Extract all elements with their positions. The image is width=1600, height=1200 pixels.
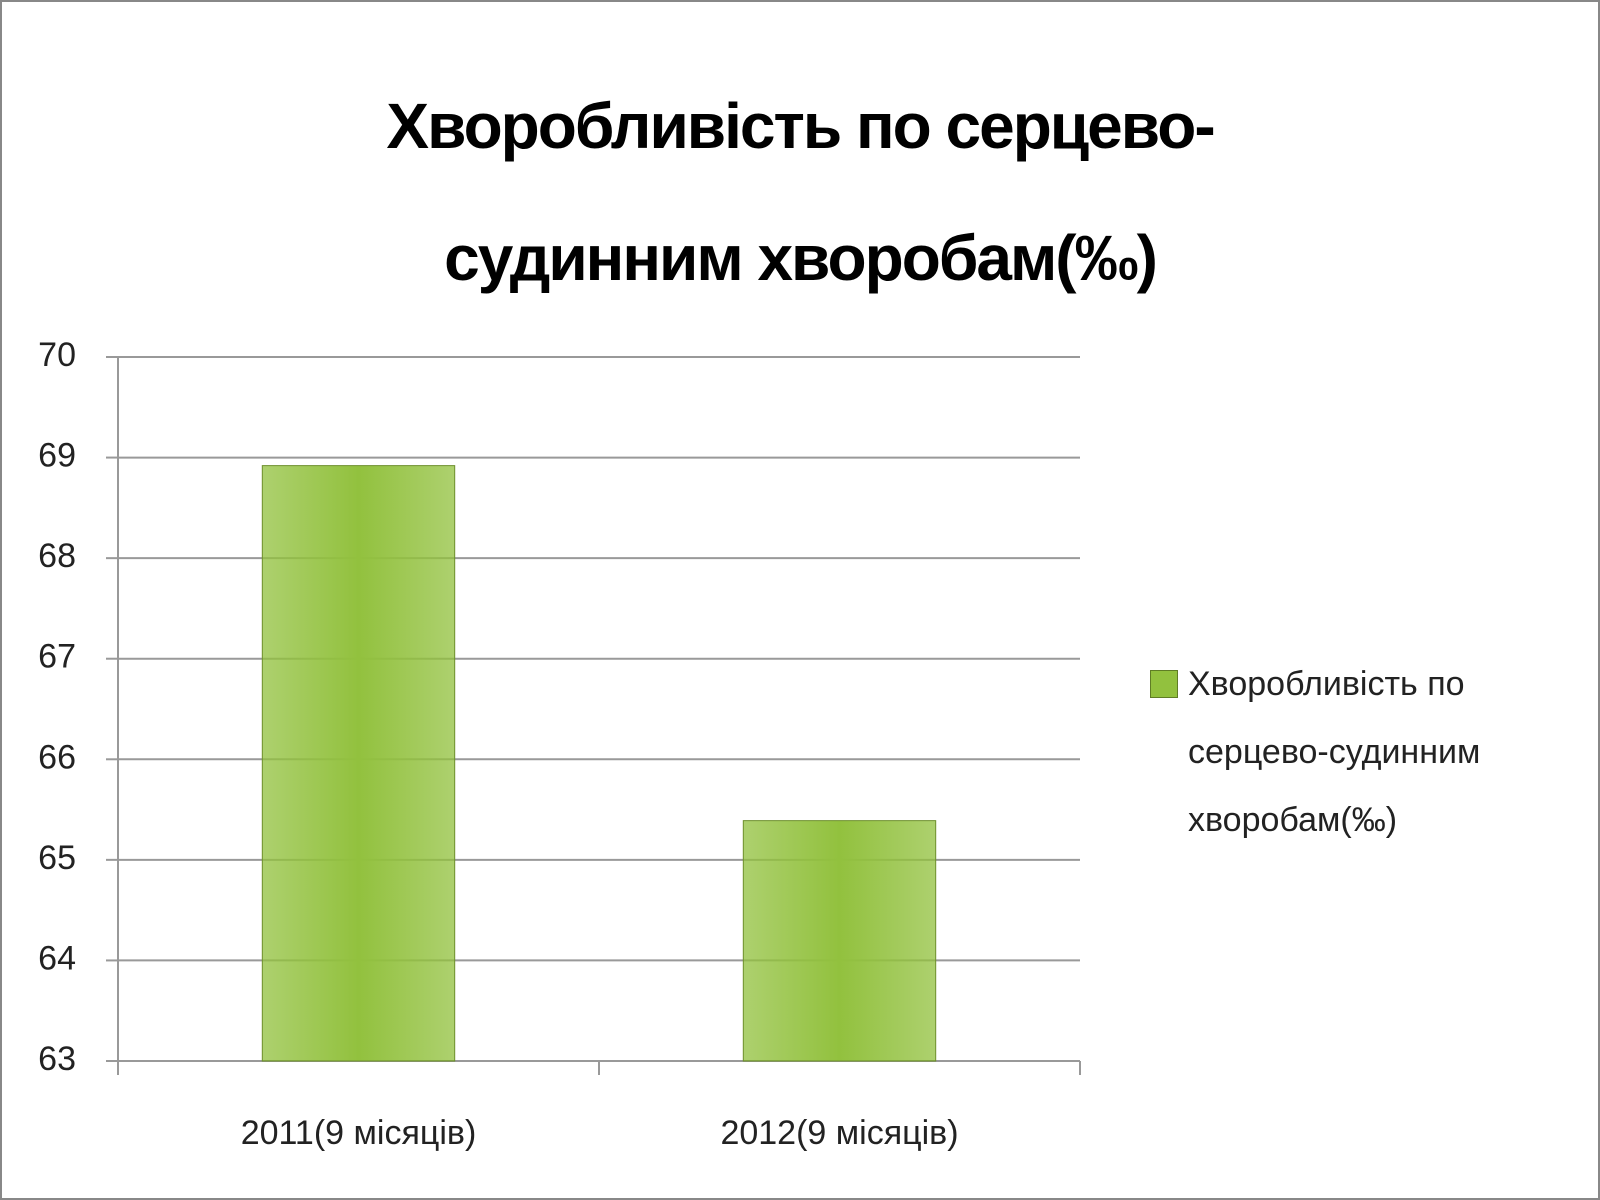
bar [261, 465, 456, 1062]
y-tick-label: 68 [38, 537, 76, 575]
y-tick-label: 66 [38, 738, 76, 776]
y-tick-label: 67 [38, 638, 76, 676]
y-tick-label: 64 [38, 939, 76, 977]
chart-title: Хворобливість по серцево-судинним хвороб… [386, 90, 1215, 294]
x-tick-label: 2012(9 місяців) [720, 1114, 958, 1152]
x-tick-label: 2011(9 місяців) [241, 1114, 477, 1152]
legend-swatch [1150, 670, 1178, 698]
y-tick-label: 63 [38, 1040, 76, 1078]
bar [742, 820, 937, 1062]
y-tick-label: 70 [38, 336, 76, 374]
legend-label: Хворобливість по серцево-судинним хвороб… [1188, 665, 1481, 839]
y-tick-label: 65 [38, 839, 76, 877]
y-tick-label: 69 [38, 437, 76, 475]
legend: Хворобливість по серцево-судинним хвороб… [1150, 650, 1570, 854]
